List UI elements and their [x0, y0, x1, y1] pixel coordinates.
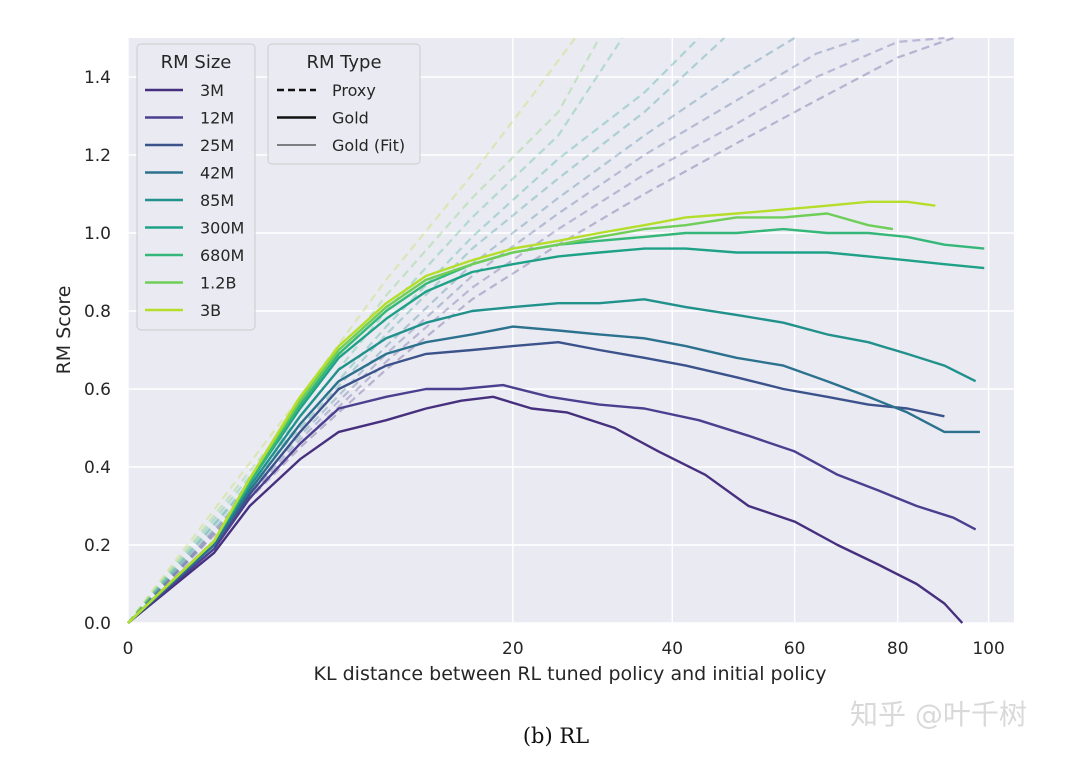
legend-size-title: RM Size [161, 52, 232, 73]
legend-type-label-solid: Gold [332, 109, 369, 128]
gold-line-12M [127, 383, 977, 624]
y-tick-label: 0.4 [84, 458, 111, 478]
proxy-line-3B [127, 37, 577, 624]
watermark-text: 知乎 @叶千树 [850, 698, 1027, 731]
legend-size-label-42M: 42M [200, 164, 234, 183]
y-tick-label: 1.4 [84, 68, 111, 88]
figure-caption: (b) RL [523, 724, 589, 748]
x-tick-label: 0 [123, 639, 134, 659]
x-tick-label: 20 [502, 639, 524, 659]
gold-series-lines [127, 200, 985, 624]
grid-lines [127, 38, 1014, 624]
x-tick-label: 100 [972, 639, 1004, 659]
x-tick-label: 40 [661, 639, 683, 659]
y-tick-label: 1.2 [84, 146, 111, 166]
legend-rm-size: RM Size 3M 12M 25M 42M 85M 300M 680M 1.2B 3B [136, 43, 256, 331]
proxy-line-42M [127, 37, 796, 624]
proxy-line-25M [127, 36, 864, 624]
y-tick-label: 0.8 [84, 302, 111, 322]
gold-line-25M [127, 341, 945, 624]
plot-background [128, 38, 1014, 623]
legend-size-label-25M: 25M [200, 136, 234, 155]
gold-line-3M [127, 395, 964, 624]
legend-size-label-3B: 3B [200, 301, 221, 320]
legend-type-label-dashed: Proxy [332, 81, 376, 100]
legend-size-label-1.2B: 1.2B [200, 274, 236, 293]
y-tick-label: 0.6 [84, 380, 111, 400]
proxy-line-1.2B [127, 37, 601, 624]
x-tick-label: 80 [887, 639, 909, 659]
legend-size-label-3M: 3M [200, 81, 224, 100]
x-tick-label: 60 [784, 639, 806, 659]
y-tick-label: 0.2 [84, 536, 111, 556]
gold-line-3B [127, 200, 936, 624]
legend-type-title: RM Type [306, 52, 381, 73]
legend-size-box [136, 43, 256, 331]
y-tick-label: 1.0 [84, 224, 111, 244]
gold-line-680M [127, 227, 985, 624]
legend-size-label-300M: 300M [200, 219, 244, 238]
tick-labels: 0 20 40 60 80 100 0.0 0.2 0.4 0.6 0.8 1.0 1.2 1.4 [84, 68, 1005, 659]
gold-line-42M [127, 325, 980, 624]
gold-line-300M [127, 247, 985, 624]
legend-size-label-680M: 680M [200, 246, 244, 265]
gold-line-1.2B [127, 212, 894, 624]
gold-line-85M [127, 298, 977, 624]
legend-type-box [267, 43, 421, 165]
y-tick-label: 0.0 [84, 614, 111, 634]
legend-rm-type: RM Type Proxy Gold Gold (Fit) [267, 43, 421, 165]
y-axis-label: RM Score [53, 286, 75, 375]
proxy-line-85M [127, 37, 725, 624]
proxy-line-12M [127, 36, 945, 624]
legend-size-label-85M: 85M [200, 191, 234, 210]
legend-size-label-12M: 12M [200, 109, 234, 128]
legend-type-label-thin: Gold (Fit) [332, 136, 405, 155]
x-axis-label: KL distance between RL tuned policy and … [314, 663, 827, 685]
